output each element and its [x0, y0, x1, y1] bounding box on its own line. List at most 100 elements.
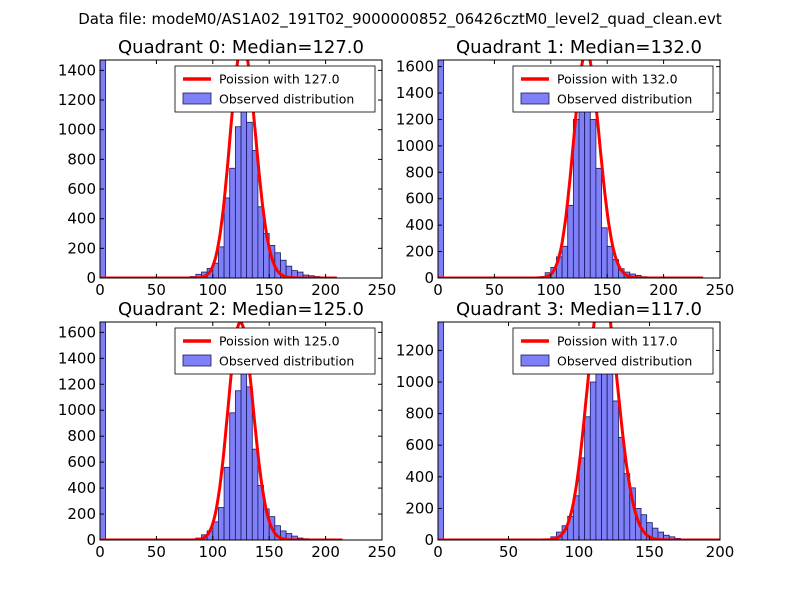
- panel-1: 0 50 100 150 200 250 0 200 400 600 800 1000 1200 1400…: [396, 37, 735, 299]
- x-tick-label: 50: [147, 281, 166, 299]
- y-tick-label: 1200: [396, 110, 434, 128]
- x-tick-label: 0: [95, 543, 105, 561]
- y-tick-label: 800: [405, 163, 434, 181]
- x-tick-label: 0: [95, 281, 105, 299]
- panel-3: 0 50 100 150 200 0 200 400 600 800 1000 1200 Quadran…: [396, 299, 735, 561]
- poisson-curve: [438, 322, 720, 540]
- legend-poisson-label: Poission with 127.0: [219, 72, 340, 87]
- histogram-bar: [595, 353, 602, 540]
- histogram-bar: [606, 245, 614, 278]
- x-tick-label: 150: [255, 543, 284, 561]
- x-tick-label: 100: [198, 281, 227, 299]
- histogram-bar: [218, 246, 225, 278]
- legend-poisson-label: Poission with 125.0: [219, 334, 340, 349]
- poisson-curve: [438, 60, 704, 278]
- y-tick-label: 200: [405, 243, 434, 261]
- x-tick-label: 0: [433, 543, 443, 561]
- panel-title: Quadrant 2: Median=125.0: [118, 299, 364, 320]
- panel-0: 0 50 100 150 200 250 0 200 400 600 800 1000 1200 1400…: [58, 37, 397, 299]
- plot-area: [438, 322, 720, 540]
- histogram-bar: [223, 466, 231, 540]
- y-tick-label: 400: [405, 468, 434, 486]
- y-tick-label: 400: [67, 479, 96, 497]
- x-tick-label: 250: [368, 543, 397, 561]
- y-tick-label: 0: [86, 531, 96, 549]
- x-tick-label: 250: [368, 281, 397, 299]
- y-tick-label: 600: [67, 180, 96, 198]
- histogram-bar: [606, 365, 614, 540]
- legend-observed-label: Observed distribution: [557, 92, 692, 107]
- y-tick-label: 600: [67, 453, 96, 471]
- panel-2: 0 50 100 150 200 250 0 200 400 600 800 1000 1200 1400…: [58, 299, 397, 561]
- histogram-bar: [229, 167, 236, 278]
- histogram-bar: [223, 197, 231, 278]
- y-tick-label: 1400: [396, 84, 434, 102]
- y-tick-label: 0: [424, 269, 434, 287]
- histogram-bar: [595, 167, 602, 278]
- y-tick-label: 1000: [396, 373, 434, 391]
- legend-observed-label: Observed distribution: [219, 92, 354, 107]
- x-tick-label: 150: [593, 281, 622, 299]
- y-tick-label: 1400: [58, 349, 96, 367]
- y-tick-label: 0: [424, 531, 434, 549]
- plot-area: [438, 60, 704, 278]
- y-tick-label: 0: [86, 269, 96, 287]
- y-tick-label: 1000: [58, 401, 96, 419]
- histogram-bar: [561, 245, 569, 278]
- legend-poisson-label: Poission with 132.0: [557, 72, 678, 87]
- y-tick-label: 1200: [58, 375, 96, 393]
- histogram-bar: [601, 227, 608, 278]
- histogram-bar: [584, 416, 591, 540]
- histogram-bar: [240, 84, 248, 278]
- y-tick-label: 400: [405, 216, 434, 234]
- y-tick-label: 1000: [58, 121, 96, 139]
- y-tick-label: 1000: [396, 137, 434, 155]
- y-tick-label: 200: [67, 239, 96, 257]
- panel-title: Quadrant 1: Median=132.0: [456, 37, 702, 58]
- histogram-bar: [218, 507, 225, 540]
- legend: Poission with 117.0 Observed distribution: [512, 327, 714, 375]
- x-tick-label: 200: [311, 543, 340, 561]
- legend: Poission with 125.0 Observed distribution: [174, 327, 376, 375]
- x-tick-label: 50: [147, 543, 166, 561]
- x-tick-label: 250: [706, 281, 735, 299]
- histogram-bar: [438, 60, 445, 278]
- y-tick-label: 800: [67, 150, 96, 168]
- histogram-bar: [234, 126, 242, 278]
- x-tick-label: 100: [565, 543, 594, 561]
- legend-observed-label: Observed distribution: [557, 354, 692, 369]
- x-tick-label: 200: [706, 543, 735, 561]
- legend-observed-label: Observed distribution: [219, 354, 354, 369]
- histogram-bar: [100, 60, 107, 278]
- legend-observed-swatch: [182, 354, 212, 367]
- legend-observed-swatch: [520, 354, 550, 367]
- figure-suptitle: Data file: modeM0/AS1A02_191T02_90000008…: [78, 10, 722, 29]
- panel-title: Quadrant 3: Median=117.0: [456, 299, 702, 320]
- legend-poisson-label: Poission with 117.0: [557, 334, 678, 349]
- histogram-bar: [612, 400, 619, 540]
- y-tick-label: 1600: [396, 58, 434, 76]
- y-tick-label: 200: [67, 505, 96, 523]
- y-tick-label: 400: [67, 210, 96, 228]
- histogram-bar: [438, 322, 445, 540]
- legend-observed-swatch: [182, 92, 212, 105]
- histogram-bar: [246, 386, 253, 540]
- legend: Poission with 132.0 Observed distribution: [512, 65, 714, 113]
- x-tick-label: 200: [649, 281, 678, 299]
- y-tick-label: 1200: [396, 341, 434, 359]
- poisson-curve: [100, 322, 343, 540]
- histogram-bar: [578, 88, 586, 278]
- plot-area: [100, 322, 343, 540]
- y-tick-label: 200: [405, 499, 434, 517]
- x-tick-label: 50: [499, 543, 518, 561]
- histogram-bar: [251, 448, 259, 540]
- histogram-bar: [589, 381, 597, 540]
- x-tick-label: 100: [198, 543, 227, 561]
- x-tick-label: 150: [635, 543, 664, 561]
- histogram-bar: [567, 204, 574, 278]
- x-tick-label: 0: [433, 281, 443, 299]
- y-tick-label: 800: [67, 427, 96, 445]
- x-tick-label: 150: [255, 281, 284, 299]
- histogram-bar: [234, 390, 242, 540]
